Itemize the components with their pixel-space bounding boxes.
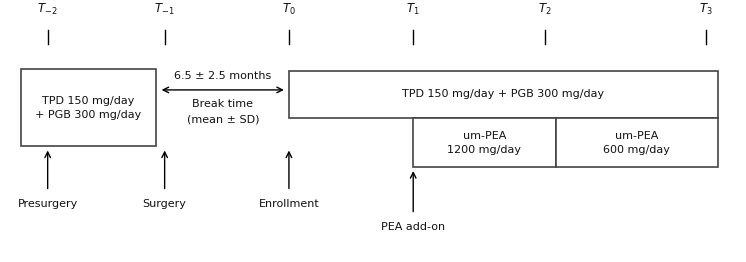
Text: PEA add-on: PEA add-on	[381, 222, 445, 232]
Text: Break time: Break time	[192, 99, 253, 109]
Text: $T_{3}$: $T_{3}$	[699, 2, 712, 17]
Text: $T_{2}$: $T_{2}$	[538, 2, 551, 17]
Text: Presurgery: Presurgery	[18, 199, 78, 209]
Text: 6.5 ± 2.5 months: 6.5 ± 2.5 months	[174, 71, 272, 81]
Text: Enrollment: Enrollment	[259, 199, 319, 209]
Text: Surgery: Surgery	[142, 199, 186, 209]
Bar	[413, 118, 556, 167]
Text: TPD 150 mg/day
+ PGB 300 mg/day: TPD 150 mg/day + PGB 300 mg/day	[35, 96, 142, 120]
Text: um-PEA
1200 mg/day: um-PEA 1200 mg/day	[448, 130, 521, 155]
Text: $T_{1}$: $T_{1}$	[407, 2, 420, 17]
Text: $T_{0}$: $T_{0}$	[282, 2, 296, 17]
Bar	[289, 71, 718, 118]
Text: $T_{-1}$: $T_{-1}$	[154, 2, 175, 17]
Text: um-PEA
600 mg/day: um-PEA 600 mg/day	[604, 130, 671, 155]
Text: $T_{-2}$: $T_{-2}$	[37, 2, 58, 17]
Text: (mean ± SD): (mean ± SD)	[186, 114, 259, 124]
Text: TPD 150 mg/day + PGB 300 mg/day: TPD 150 mg/day + PGB 300 mg/day	[402, 89, 604, 99]
Bar	[556, 118, 718, 167]
Bar	[21, 69, 156, 146]
